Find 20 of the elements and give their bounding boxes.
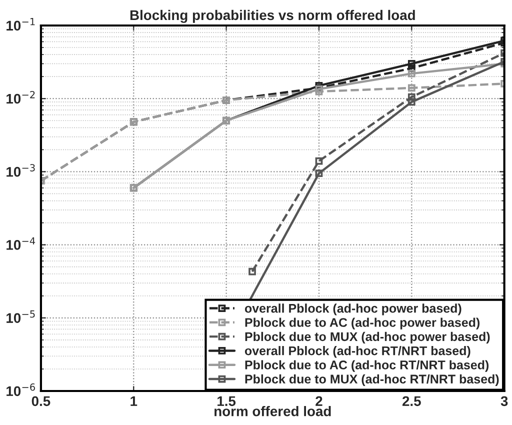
x-tick-label: 1.5 (218, 396, 236, 406)
x-tick-label: 2.5 (402, 396, 421, 406)
legend-label: overall Pblock (ad-hoc RT/NRT based) (244, 346, 470, 358)
y-tick-label: 10$^{−5}$ (6, 310, 35, 323)
legend-label: Pblock due to AC (ad-hoc power based) (245, 318, 480, 330)
legend-label: overall Pblock (ad-hoc power based) (244, 304, 462, 316)
y-tick-label: 10$^{−4}$ (6, 237, 36, 250)
x-tick-label: 3 (500, 396, 508, 406)
y-tick-label: 10$^{−1}$ (6, 18, 35, 31)
legend-label: Pblock due to MUX (ad-hoc RT/NRT based) (245, 374, 499, 386)
legend-label: Pblock due to MUX (ad-hoc power based) (245, 332, 490, 344)
y-tick-label: 10$^{−3}$ (6, 164, 35, 177)
x-tick-label: 1 (130, 396, 138, 406)
x-axis-title: norm offered load (214, 406, 331, 416)
x-tick-label: 0.5 (32, 396, 50, 406)
y-tick-label: 10$^{−2}$ (6, 90, 35, 104)
x-tick-label: 2 (316, 396, 322, 406)
chart-title: Blocking probabilities vs norm offered load (130, 10, 415, 23)
legend-label: Pblock due to AC (ad-hoc RT/NRT based) (245, 360, 489, 372)
y-tick-label: 10$^{−6}$ (6, 383, 35, 396)
